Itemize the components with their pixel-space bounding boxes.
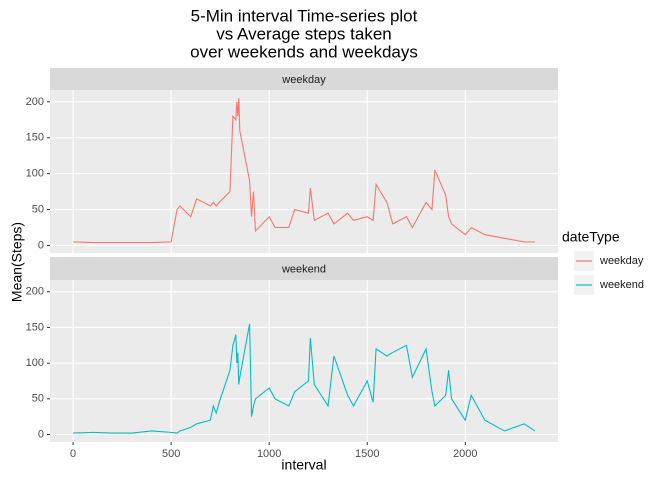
legend-label: weekend <box>599 279 644 291</box>
y-tick-label: 50 <box>32 393 44 405</box>
line <box>73 98 535 244</box>
panel <box>50 280 558 442</box>
y-tick-label: 150 <box>26 321 44 333</box>
strip-label: weekend <box>281 263 326 275</box>
y-tick-label: 50 <box>32 203 44 215</box>
line <box>73 323 536 434</box>
legend-label: weekday <box>599 255 644 267</box>
x-tick-label: 500 <box>162 448 180 460</box>
y-tick-label: 200 <box>26 286 44 298</box>
x-tick-label: 2000 <box>453 448 477 460</box>
x-tick-label: 1500 <box>355 448 379 460</box>
chart-title: over weekends and weekdays <box>190 42 418 61</box>
y-tick-label: 100 <box>26 168 44 180</box>
legend-title: dateType <box>562 229 620 245</box>
x-tick-label: 0 <box>70 448 76 460</box>
strip <box>50 257 558 280</box>
strip <box>50 68 558 90</box>
x-axis-label: interval <box>281 457 326 473</box>
y-tick-label: 0 <box>38 239 44 251</box>
y-tick-label: 150 <box>26 132 44 144</box>
strip-label: weekday <box>281 74 326 86</box>
y-tick-label: 0 <box>38 428 44 440</box>
chart-title: 5-Min interval Time-series plot <box>191 6 418 25</box>
y-axis-label: Mean(Steps) <box>9 222 25 302</box>
y-tick-label: 200 <box>26 96 44 108</box>
chart-title: vs Average steps taken <box>216 24 391 43</box>
y-tick-label: 100 <box>26 357 44 369</box>
x-tick-label: 1000 <box>257 448 281 460</box>
panel <box>50 90 558 253</box>
